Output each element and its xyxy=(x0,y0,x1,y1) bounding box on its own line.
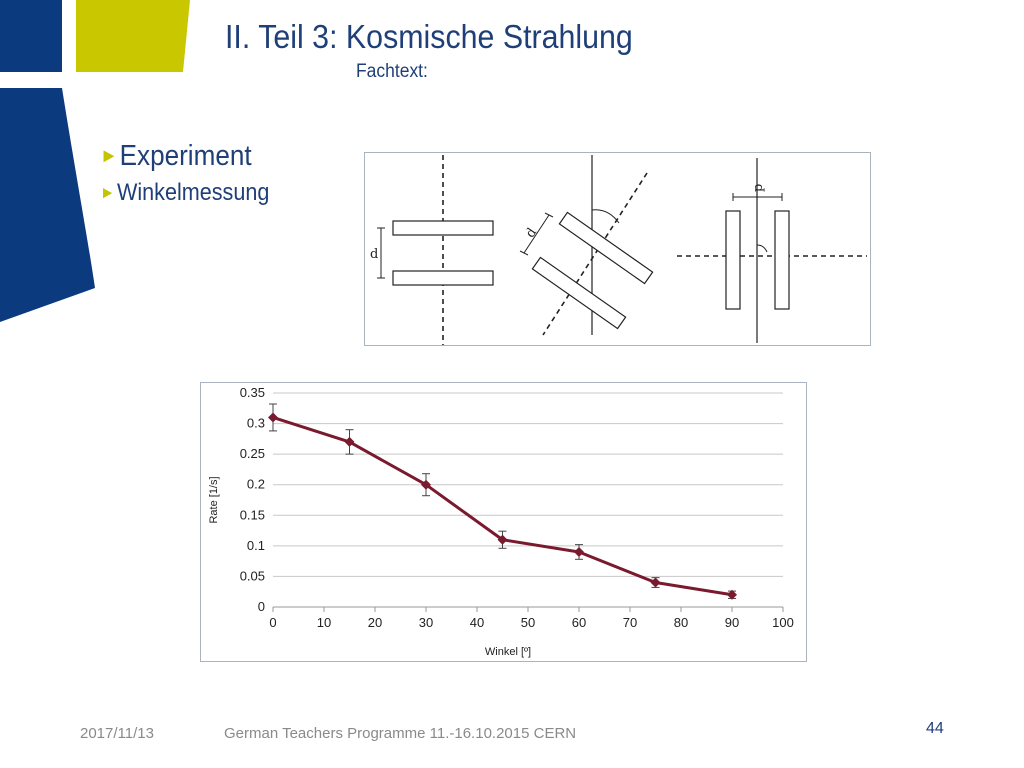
x-tick-label: 70 xyxy=(623,615,637,630)
bullet-arrow-icon: ► xyxy=(100,183,116,202)
x-tick-label: 60 xyxy=(572,615,586,630)
diagram-panel-parallel: d xyxy=(370,155,494,345)
data-point xyxy=(421,479,431,490)
page-number: 44 xyxy=(926,720,944,737)
diagram-panel-vertical: p xyxy=(677,158,867,343)
bullet-list: ► Experiment ► Winkelmessung xyxy=(100,140,288,207)
x-tick-label: 20 xyxy=(368,615,382,630)
data-point xyxy=(650,577,661,588)
y-tick-label: 0.3 xyxy=(247,416,265,431)
y-tick-label: 0 xyxy=(258,599,265,614)
y-tick-label: 0.05 xyxy=(240,568,265,583)
data-point xyxy=(574,546,584,557)
x-tick-label: 10 xyxy=(317,615,331,630)
logo-blue-wave xyxy=(0,88,95,322)
x-tick-label: 0 xyxy=(269,615,276,630)
bullet-label: Winkelmessung xyxy=(116,179,270,206)
page-subtitle: Fachtext: xyxy=(356,61,428,82)
logo-yellow-square xyxy=(76,0,190,72)
distance-label: p xyxy=(751,184,766,192)
y-tick-label: 0.35 xyxy=(240,385,265,400)
detector-paddle-right xyxy=(774,210,790,310)
x-tick-label: 80 xyxy=(674,615,688,630)
x-tick-label: 100 xyxy=(772,615,794,630)
bullet-item-winkelmessung: ► Winkelmessung xyxy=(100,179,269,207)
footer-programme: German Teachers Programme 11.-16.10.2015… xyxy=(224,725,577,742)
distance-label: d xyxy=(370,247,378,262)
data-point xyxy=(727,589,737,600)
y-tick-label: 0.15 xyxy=(240,507,265,522)
series-line xyxy=(272,416,733,597)
logo-graphic xyxy=(0,0,190,322)
detector-paddle-tilted-bottom xyxy=(531,256,627,330)
bullet-label: Experiment xyxy=(119,140,252,172)
footer-date: 2017/11/13 xyxy=(80,725,154,742)
data-point xyxy=(344,436,355,447)
distance-label: d xyxy=(523,225,540,240)
data-point xyxy=(497,534,508,545)
rate-vs-angle-chart: 0 0.05 0.1 0.15 0.2 0.25 0.3 0.35 0 10 20 30 40 50 60 7… xyxy=(200,382,807,662)
y-tick-label: 0.1 xyxy=(247,538,265,553)
bullet-item-experiment: ► Experiment xyxy=(100,140,269,173)
x-tick-label: 90 xyxy=(725,615,739,630)
y-tick-label: 0.25 xyxy=(240,446,265,461)
page-title: II. Teil 3: Kosmische Strahlung xyxy=(225,18,633,55)
diagram-panel-tilted: d xyxy=(519,155,654,336)
x-tick-label: 50 xyxy=(521,615,535,630)
detector-paddle-tilted-top xyxy=(558,211,654,285)
logo-blue-square xyxy=(0,0,62,72)
detector-diagram: d d p xyxy=(364,152,871,346)
x-axis-label: Winkel [º] xyxy=(485,646,531,658)
y-tick-label: 0.2 xyxy=(247,477,265,492)
x-tick-label: 40 xyxy=(470,615,484,630)
detector-paddle-top xyxy=(392,220,494,236)
detector-paddle-bottom xyxy=(392,270,494,286)
bullet-arrow-icon: ► xyxy=(100,145,118,167)
data-point xyxy=(268,412,278,423)
detector-paddle-left xyxy=(725,210,741,310)
y-axis-label: Rate [1/s] xyxy=(208,476,220,523)
x-tick-label: 30 xyxy=(419,615,433,630)
